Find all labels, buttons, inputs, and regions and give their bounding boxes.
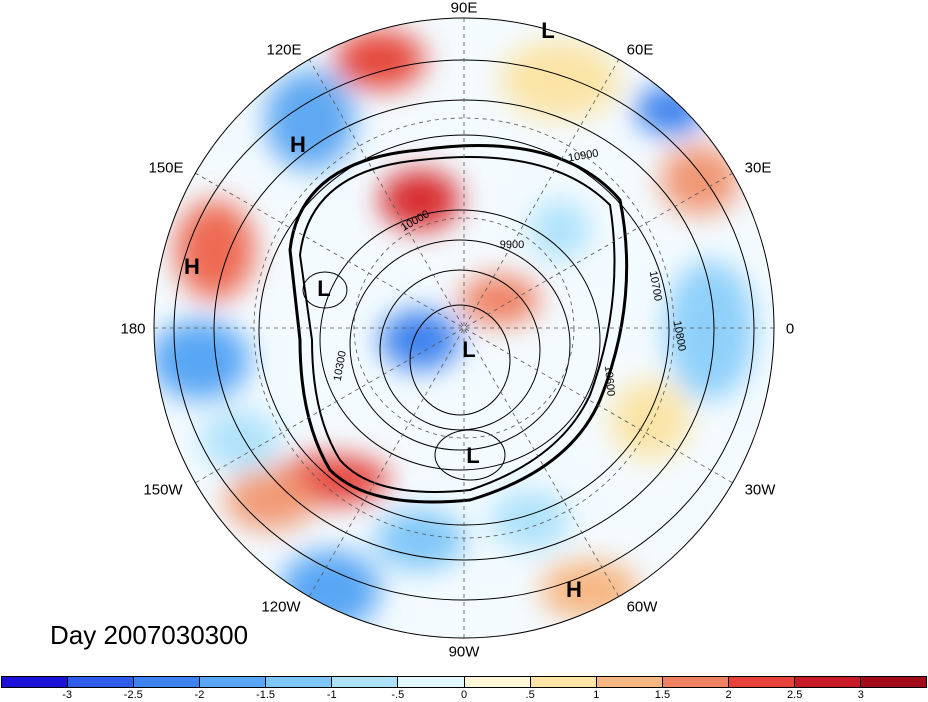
colorbar-swatch	[596, 677, 663, 687]
anomaly-shading	[154, 30, 755, 630]
low-marker: L	[541, 18, 555, 43]
lon-label-0: 0	[785, 320, 795, 338]
colorbar-tick-label: -3	[62, 689, 73, 701]
lon-label-180: 180	[120, 320, 146, 338]
colorbar-tick-label: 2.5	[787, 689, 803, 701]
colorbar-tick-label: .5	[525, 689, 535, 701]
high-marker: H	[290, 132, 306, 157]
lon-label-120e: 120E	[266, 41, 302, 59]
lon-label-150e: 150E	[148, 159, 184, 177]
colorbar-swatch	[2, 677, 69, 687]
low-marker: L	[462, 337, 476, 362]
colorbar-tick-label: 0	[460, 689, 468, 701]
lon-label-90e: 90E	[450, 0, 478, 17]
colorbar-swatch	[266, 677, 333, 687]
colorbar-swatch	[68, 677, 135, 687]
lon-label-120w: 120W	[261, 598, 301, 616]
high-marker: H	[566, 577, 582, 602]
colorbar-tick-label: -.5	[391, 689, 405, 701]
lon-label-60w: 60W	[626, 598, 658, 616]
colorbar-tick-label: -2.5	[123, 689, 143, 701]
colorbar-swatch	[662, 677, 729, 687]
lon-label-60e: 60E	[626, 41, 654, 59]
colorbar-swatch	[398, 677, 465, 687]
colorbar-swatch	[200, 677, 267, 687]
lon-label-30w: 30W	[744, 481, 776, 499]
low-marker: L	[466, 443, 480, 468]
colorbar-tick-label: 3	[857, 689, 864, 701]
contour-label: 10600	[601, 365, 617, 397]
colorbar-swatch	[728, 677, 795, 687]
colorbar-swatch	[794, 677, 862, 687]
high-marker: H	[184, 254, 200, 279]
colorbar-tick-label: -1.5	[256, 689, 276, 701]
colorbar-tick-label: 1	[593, 689, 600, 701]
colorbar-tick-label: 2	[725, 689, 732, 701]
colorbar	[1, 676, 927, 688]
lon-label-150w: 150W	[143, 481, 183, 499]
lon-label-90w: 90W	[448, 643, 480, 661]
colorbar-tick-label: -1	[326, 689, 337, 701]
graticule	[154, 18, 774, 638]
colorbar-swatch	[464, 677, 531, 687]
colorbar-tick-label: 1.5	[654, 689, 671, 701]
colorbar-swatch	[861, 677, 927, 687]
lon-label-30e: 30E	[744, 159, 772, 177]
colorbar-swatch	[530, 677, 597, 687]
colorbar-swatch	[134, 677, 201, 687]
day-label: Day 2007030300	[50, 620, 249, 650]
contour-label: 9900	[499, 239, 525, 251]
low-marker: L	[317, 276, 331, 301]
polar-stereographic-map	[153, 17, 775, 639]
colorbar-tick-label: -2	[194, 689, 205, 701]
colorbar-swatch	[332, 677, 399, 687]
